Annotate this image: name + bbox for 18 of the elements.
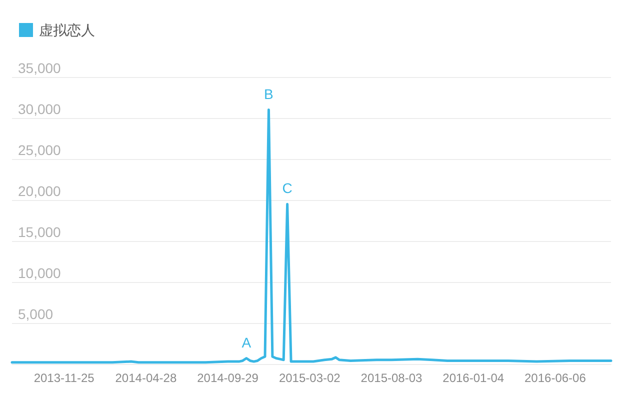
x-tick-label: 2014-09-29 bbox=[197, 371, 259, 385]
y-tick-label: 20,000 bbox=[18, 183, 62, 199]
x-tick-label: 2014-04-28 bbox=[115, 371, 177, 385]
x-tick-label: 2016-06-06 bbox=[524, 371, 586, 385]
annotation: B bbox=[264, 86, 274, 102]
x-tick-label: 2015-08-03 bbox=[360, 371, 423, 385]
x-tick-label: 2013-11-25 bbox=[34, 371, 95, 385]
x-tick-label: 2015-03-02 bbox=[278, 371, 341, 385]
annotation: C bbox=[282, 180, 292, 196]
annotation: A bbox=[242, 334, 252, 350]
y-tick-label: 5,000 bbox=[18, 306, 54, 322]
y-tick-label: 35,000 bbox=[18, 60, 62, 76]
legend-label: 虚拟恋人 bbox=[39, 22, 95, 38]
y-tick-label: 25,000 bbox=[18, 142, 62, 158]
y-tick-label: 15,000 bbox=[18, 224, 62, 240]
x-tick-label: 2016-01-04 bbox=[442, 371, 504, 385]
y-tick-label: 30,000 bbox=[18, 101, 62, 117]
y-tick-label: 10,000 bbox=[18, 265, 62, 281]
